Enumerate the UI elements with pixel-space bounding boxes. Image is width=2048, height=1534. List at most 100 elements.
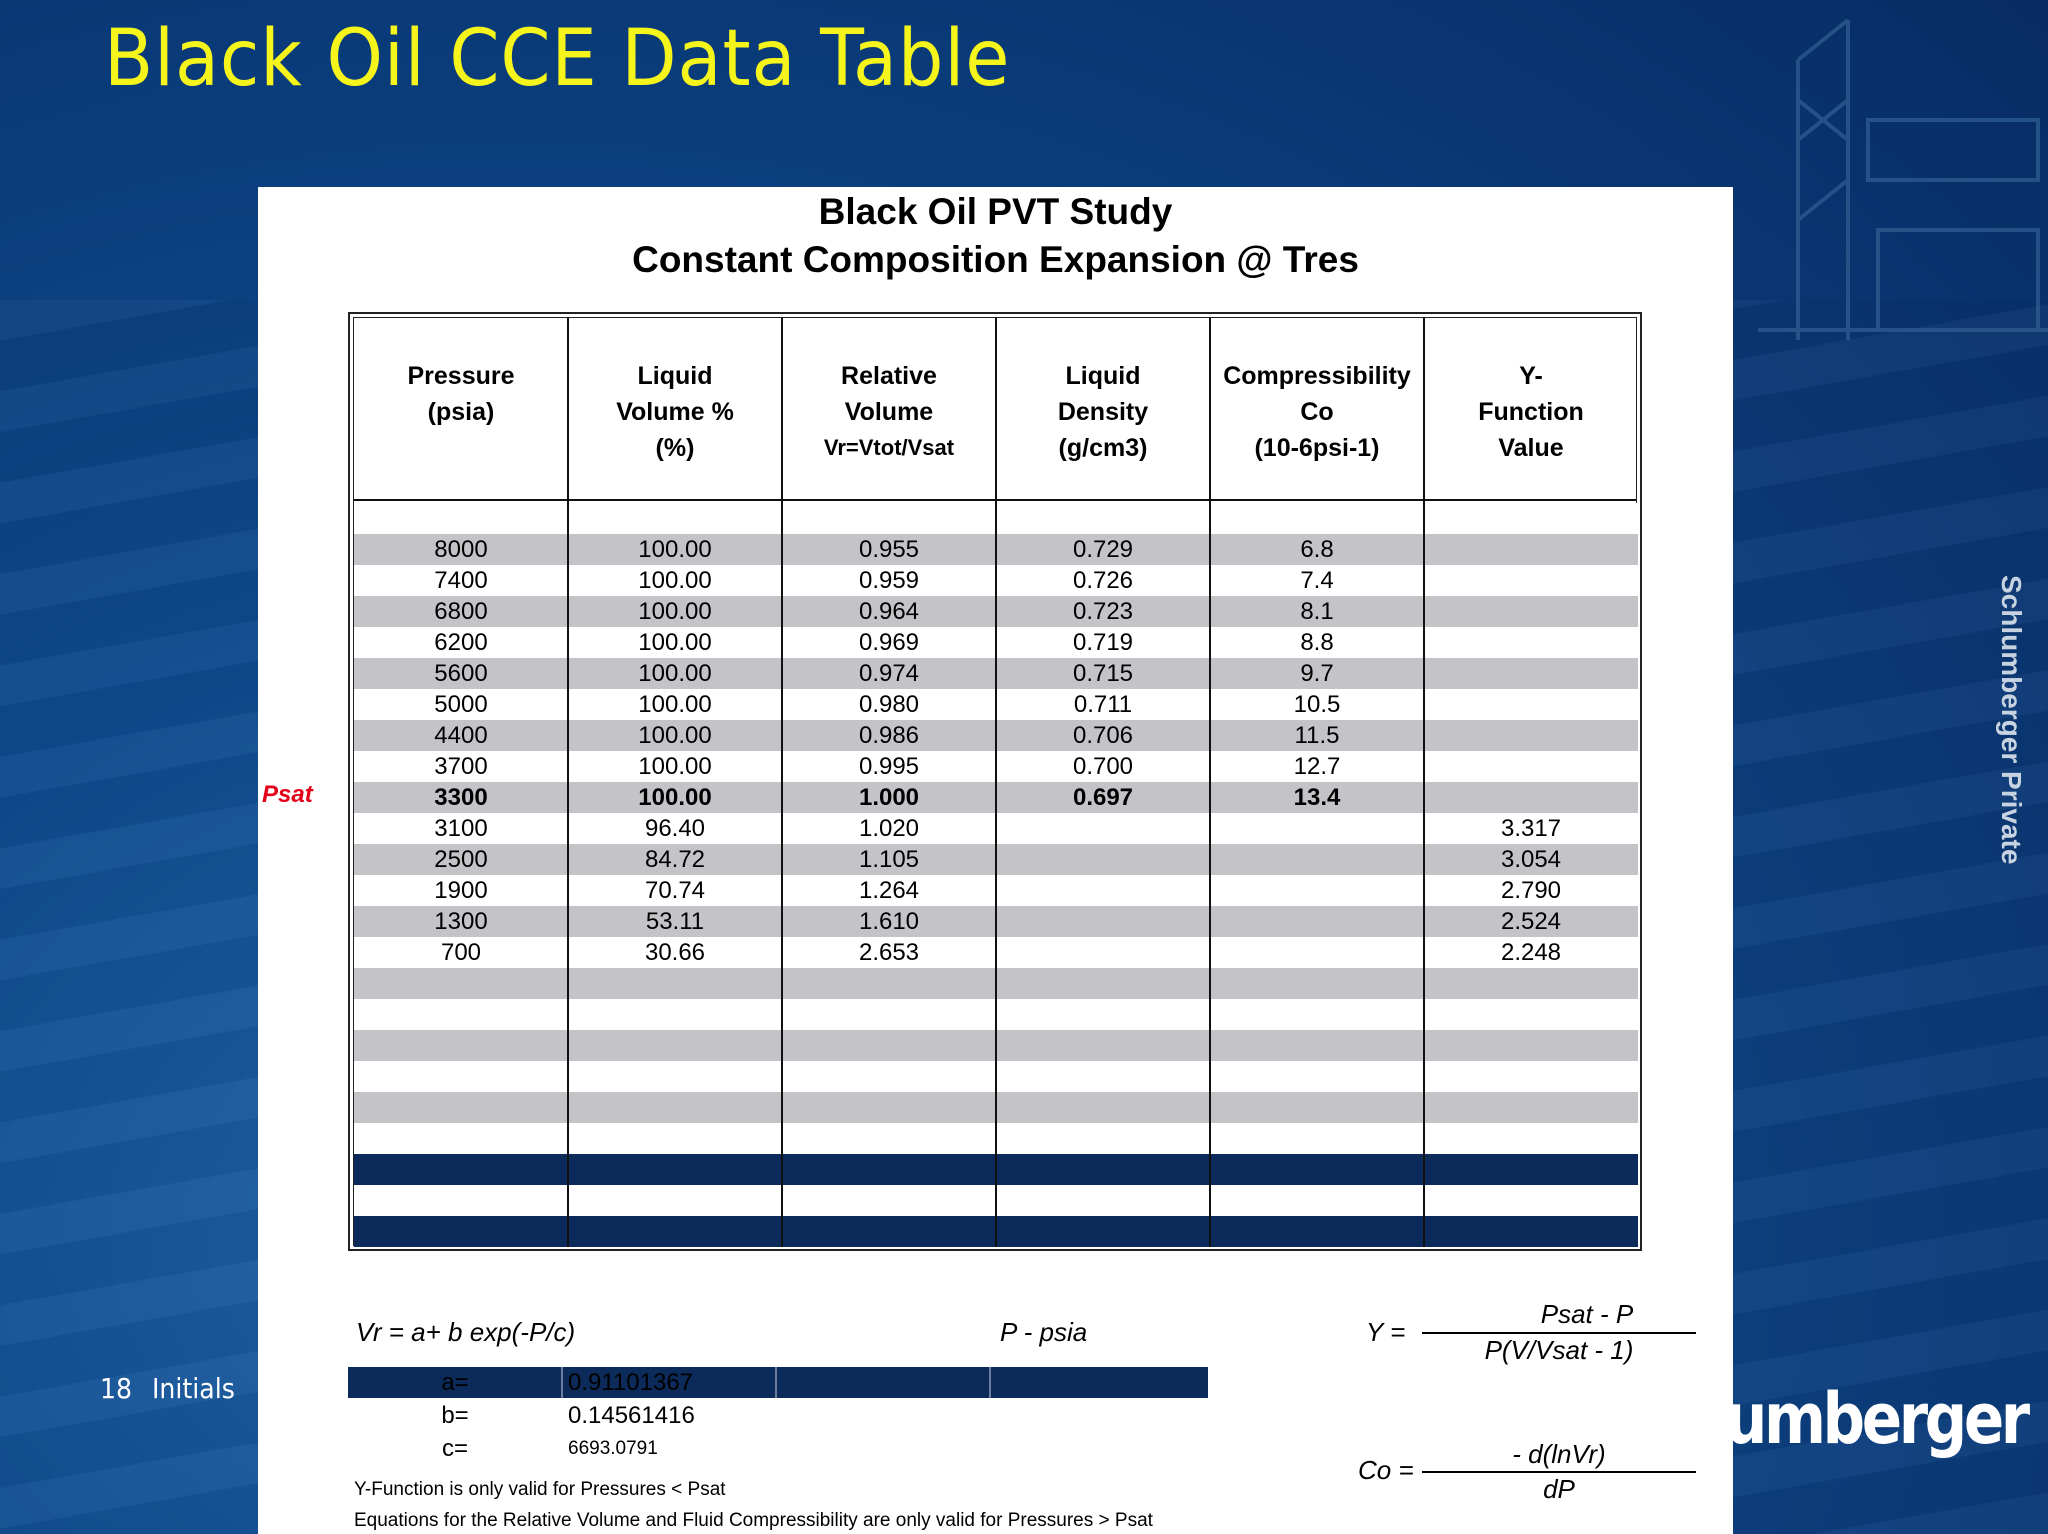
table-cell <box>1424 534 1638 565</box>
header-line: Co <box>1300 398 1334 426</box>
table-cell: 7.4 <box>1300 567 1334 594</box>
co-equation-lhs: Co = <box>1358 1455 1414 1485</box>
table-cell: 100.00 <box>638 784 712 811</box>
pressure-units: P - psia <box>1000 1317 1088 1347</box>
table-cell <box>1424 751 1638 782</box>
table-cell: 96.40 <box>644 815 706 842</box>
table-stripe <box>354 1216 1638 1247</box>
table-row: 5000 100.00 0.980 0.711 10.5 <box>354 689 1638 720</box>
table-cell: 8.1 <box>1300 598 1334 625</box>
table-cell <box>1210 906 1424 937</box>
header-relative-volume: Relative Volume Vr=Vtot/Vsat <box>782 358 996 466</box>
coef-value: 0.91101367 <box>568 1369 694 1396</box>
table-cell: 0.959 <box>858 567 920 594</box>
table-cell: 12.7 <box>1293 753 1341 780</box>
note-y-function: Y-Function is only valid for Pressures <… <box>354 1479 726 1500</box>
table-cell: 0.715 <box>1072 660 1134 687</box>
table-cell: 0.974 <box>858 660 920 687</box>
header-line: Y- <box>1519 362 1543 390</box>
table-cell <box>1424 689 1638 720</box>
table-cell: 70.74 <box>644 877 706 904</box>
footer-initials: Initials <box>152 1372 235 1405</box>
table-cell <box>996 813 1210 844</box>
table-cell: 1900 <box>434 877 488 904</box>
table-cell: 100.00 <box>638 629 712 656</box>
table-cell: 100.00 <box>638 536 712 563</box>
header-line: Vr=Vtot/Vsat <box>823 435 955 460</box>
table-cell: 9.7 <box>1300 660 1334 687</box>
coef-row-a: a= 0.91101367 <box>348 1367 1208 1398</box>
table-cell <box>1424 720 1638 751</box>
table-stripe <box>354 968 1638 999</box>
note-equations: Equations for the Relative Volume and Fl… <box>354 1510 1153 1531</box>
table-cell: 0.697 <box>1072 784 1134 811</box>
table-cell: 0.706 <box>1072 722 1134 749</box>
table-cell <box>996 875 1210 906</box>
table-cell: 13.4 <box>1293 784 1341 811</box>
vr-equation: Vr = a+ b exp(-P/c) <box>356 1317 576 1347</box>
co-numerator: - d(lnVr) <box>1512 1439 1606 1469</box>
table-row: 7400 100.00 0.959 0.726 7.4 <box>354 565 1638 596</box>
company-logo: umberger <box>1725 1378 2030 1460</box>
coef-row-c: c= 6693.0791 <box>348 1433 1208 1464</box>
table-cell: 11.5 <box>1294 722 1340 749</box>
table-cell: 3.317 <box>1500 815 1562 842</box>
table-stripe <box>354 1154 1638 1185</box>
table-cell: 6.8 <box>1300 536 1334 563</box>
table-cell <box>1424 782 1638 813</box>
oil-rig-graphic <box>1758 18 2048 340</box>
panel-subtitle: Constant Composition Expansion @ Tres <box>632 239 1359 280</box>
table-cell <box>1210 844 1424 875</box>
table-cell: 1.000 <box>858 784 920 811</box>
header-line: (psia) <box>427 398 495 426</box>
header-y-function: Y- Function Value <box>1424 358 1638 466</box>
coef-value: 6693.0791 <box>568 1438 658 1459</box>
table-cell: 3300 <box>434 784 488 811</box>
table-cell: 0.711 <box>1073 691 1133 718</box>
header-line: (g/cm3) <box>1058 434 1148 462</box>
table-cell: 100.00 <box>638 567 712 594</box>
table-cell: 0.995 <box>858 753 920 780</box>
table-cell: 1.264 <box>858 877 920 904</box>
table-cell: 100.00 <box>638 598 712 625</box>
table-row: 3300 100.00 1.000 0.697 13.4 <box>354 782 1638 813</box>
header-compressibility: Compressibility Co (10-6psi-1) <box>1210 358 1424 466</box>
coef-divider <box>775 1367 777 1398</box>
table-cell: 84.72 <box>644 846 706 873</box>
header-line: Liquid <box>637 362 713 390</box>
co-fraction-bar <box>1422 1471 1696 1473</box>
table-cell: 5000 <box>434 691 488 718</box>
coef-label: b= <box>441 1402 469 1429</box>
cce-table: Pressure (psia) Liquid Volume % (%) Rela… <box>348 312 1642 1251</box>
table-cell: 2.653 <box>858 939 920 966</box>
table-cell: 6200 <box>434 629 488 656</box>
slide-title: Black Oil CCE Data Table <box>104 14 1011 104</box>
header-line: Pressure <box>407 362 515 390</box>
table-row: 1900 70.74 1.264 2.790 <box>354 875 1638 906</box>
coef-label: a= <box>441 1369 469 1396</box>
table-row: 5600 100.00 0.974 0.715 9.7 <box>354 658 1638 689</box>
table-cell <box>1424 627 1638 658</box>
coef-divider <box>561 1367 563 1398</box>
table-cell <box>1210 937 1424 968</box>
table-cell: 1.020 <box>858 815 920 842</box>
header-line: Value <box>1498 434 1564 462</box>
table-cell: 0.964 <box>858 598 920 625</box>
table-row: 3100 96.40 1.020 3.317 <box>354 813 1638 844</box>
table-cell: 30.66 <box>644 939 706 966</box>
table-row: 8000 100.00 0.955 0.729 6.8 <box>354 534 1638 565</box>
table-cell: 0.729 <box>1072 536 1134 563</box>
table-cell: 2500 <box>434 846 488 873</box>
table-cell <box>996 906 1210 937</box>
header-line: Volume <box>844 398 934 426</box>
header-line: Function <box>1478 398 1584 426</box>
table-cell: 5600 <box>434 660 488 687</box>
y-numerator: Psat - P <box>1540 1299 1634 1329</box>
table-cell: 6800 <box>434 598 488 625</box>
table-cell <box>1210 875 1424 906</box>
table-cell: 2.524 <box>1500 908 1562 935</box>
table-cell: 7400 <box>434 567 488 594</box>
coef-divider <box>989 1367 991 1398</box>
table-cell: 0.719 <box>1072 629 1134 656</box>
table-cell: 10.5 <box>1293 691 1341 718</box>
